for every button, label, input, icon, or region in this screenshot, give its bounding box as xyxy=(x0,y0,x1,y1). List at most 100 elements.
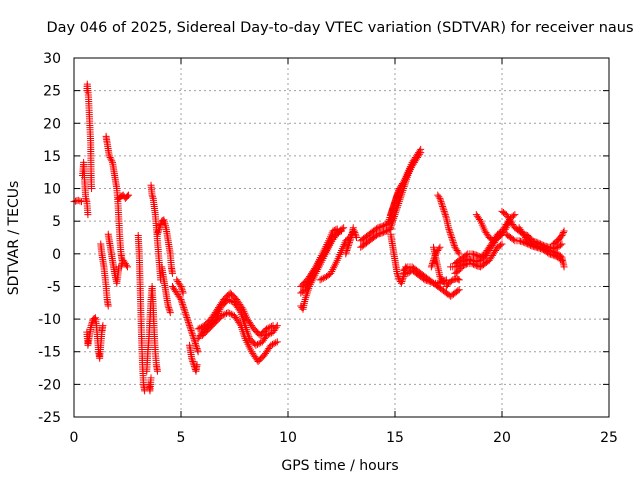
data-point xyxy=(342,250,350,258)
data-point xyxy=(267,341,275,349)
data-point xyxy=(168,269,176,277)
y-tick-label: 30 xyxy=(43,51,61,67)
data-point xyxy=(155,227,163,235)
data-point xyxy=(346,237,354,245)
data-point xyxy=(180,304,188,312)
data-point xyxy=(189,359,197,367)
data-point xyxy=(117,263,125,271)
data-point xyxy=(447,232,455,240)
data-point xyxy=(272,339,280,347)
y-tick-label: 25 xyxy=(43,84,61,100)
data-point xyxy=(343,245,351,253)
chart-title: Day 046 of 2025, Sidereal Day-to-day VTE… xyxy=(46,20,633,36)
data-point xyxy=(264,324,272,332)
data-point xyxy=(194,348,202,356)
data-point xyxy=(542,245,550,253)
data-point xyxy=(270,340,278,348)
data-point xyxy=(436,243,444,251)
data-point xyxy=(529,241,537,249)
data-point xyxy=(124,192,131,200)
y-tick-label: 15 xyxy=(43,149,61,165)
data-point xyxy=(438,201,446,209)
data-point xyxy=(224,309,232,317)
data-point xyxy=(267,322,275,330)
data-point xyxy=(528,240,536,248)
data-point xyxy=(227,297,235,305)
data-point xyxy=(454,287,462,295)
data-point xyxy=(429,258,437,266)
data-point xyxy=(442,212,450,220)
data-point xyxy=(164,302,172,310)
data-point xyxy=(177,296,185,304)
x-tick-label: 5 xyxy=(177,430,186,446)
data-point xyxy=(558,240,566,248)
data-point xyxy=(107,155,115,163)
data-point xyxy=(178,299,186,307)
data-point xyxy=(188,354,196,362)
data-point xyxy=(552,249,560,257)
data-point xyxy=(544,246,552,254)
data-point xyxy=(348,232,356,240)
data-point xyxy=(155,225,163,233)
data-point xyxy=(148,191,156,199)
data-point xyxy=(221,310,229,318)
data-point xyxy=(440,207,448,215)
data-point xyxy=(194,325,202,333)
data-point xyxy=(104,302,112,310)
x-tick-label: 25 xyxy=(600,430,618,446)
data-point xyxy=(108,157,116,165)
data-point xyxy=(461,257,469,265)
y-tick-label: 20 xyxy=(43,116,61,132)
data-point xyxy=(84,211,92,219)
data-point xyxy=(344,242,352,250)
data-point xyxy=(559,228,567,236)
data-point xyxy=(454,275,462,283)
data-point xyxy=(450,240,458,248)
data-point xyxy=(106,154,114,162)
data-point xyxy=(76,197,84,205)
data-point xyxy=(497,241,505,249)
data-point xyxy=(181,309,189,317)
data-point xyxy=(193,344,201,352)
data-point xyxy=(450,242,458,250)
data-point xyxy=(238,304,246,312)
data-point xyxy=(402,264,410,272)
data-point xyxy=(186,323,194,331)
data-point xyxy=(183,315,191,323)
data-point xyxy=(398,276,406,284)
data-point xyxy=(153,367,161,375)
data-point xyxy=(448,234,456,241)
y-tick-label: -20 xyxy=(38,377,61,393)
data-point xyxy=(188,356,196,364)
data-point xyxy=(165,305,173,313)
data-point xyxy=(447,230,455,238)
data-point xyxy=(318,275,326,283)
data-point xyxy=(455,276,463,284)
data-point xyxy=(181,307,189,315)
data-point xyxy=(187,327,195,335)
data-point xyxy=(82,196,90,204)
grid-layer xyxy=(74,58,609,417)
y-tick-label: -25 xyxy=(38,410,61,426)
data-point xyxy=(166,309,174,317)
data-point xyxy=(183,313,191,321)
data-point xyxy=(147,374,155,382)
data-point xyxy=(382,227,390,235)
data-point xyxy=(263,325,271,333)
data-point xyxy=(380,222,388,230)
data-point xyxy=(498,240,506,248)
data-point xyxy=(549,248,557,256)
data-point xyxy=(226,309,234,317)
data-point xyxy=(227,310,235,318)
data-point xyxy=(124,263,131,271)
data-point xyxy=(511,211,519,219)
data-point xyxy=(316,276,324,284)
data-point xyxy=(441,209,449,217)
data-point xyxy=(372,231,380,239)
data-point xyxy=(394,271,402,279)
data-point xyxy=(509,236,517,244)
data-point xyxy=(74,196,82,204)
data-point xyxy=(178,297,186,305)
